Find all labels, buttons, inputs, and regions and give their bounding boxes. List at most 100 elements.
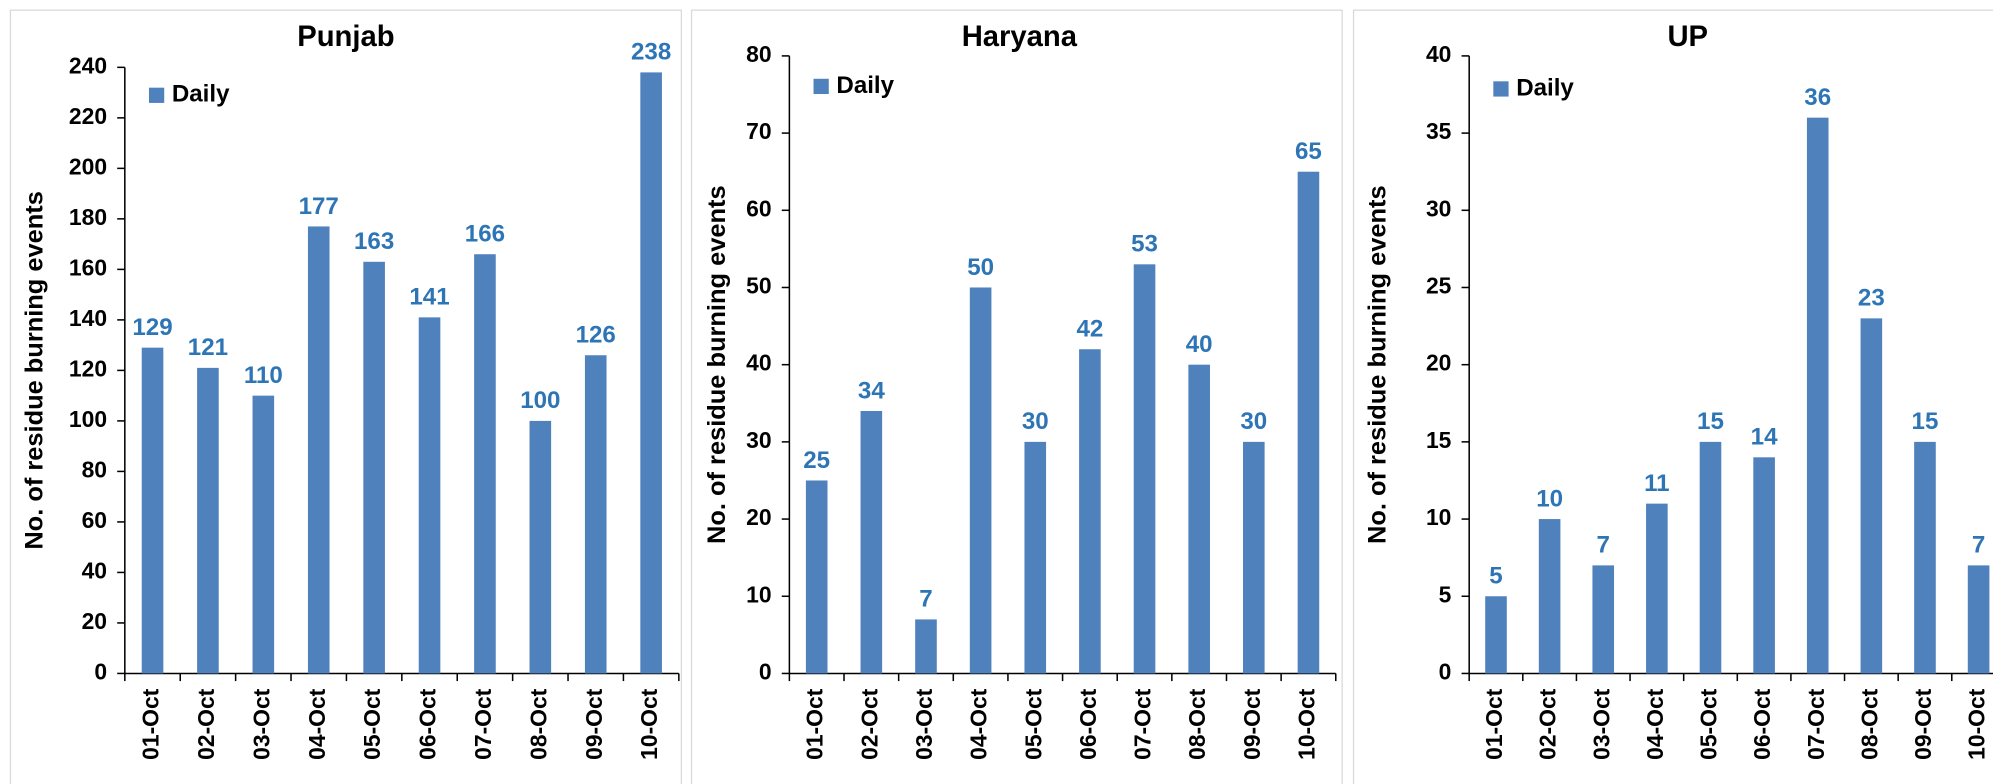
y-tick-label: 40: [1426, 41, 1451, 67]
y-tick-label: 0: [759, 658, 772, 684]
x-tick-label: 02-Oct: [1535, 688, 1561, 760]
legend-swatch: [813, 78, 829, 95]
y-tick-label: 0: [1439, 658, 1452, 684]
y-tick-label: 20: [1426, 350, 1451, 376]
data-label: 166: [465, 221, 505, 248]
data-label: 7: [919, 586, 932, 613]
chart-title: Haryana: [962, 21, 1078, 53]
data-label: 15: [1697, 408, 1724, 435]
data-label: 34: [858, 377, 885, 404]
data-label: 141: [409, 284, 449, 311]
data-label: 23: [1858, 285, 1885, 312]
x-tick-label: 08-Oct: [1184, 688, 1210, 760]
data-label: 163: [354, 228, 394, 255]
legend-label: Daily: [836, 72, 894, 99]
y-tick-label: 20: [746, 504, 771, 530]
bar: [1133, 264, 1156, 674]
data-label: 53: [1131, 231, 1158, 258]
data-label: 129: [132, 314, 172, 341]
bar: [969, 287, 992, 674]
y-tick-label: 15: [1426, 427, 1452, 453]
y-tick-label: 100: [69, 406, 107, 432]
bar: [584, 355, 607, 674]
x-tick-label: 06-Oct: [415, 688, 441, 760]
data-label: 7: [1597, 532, 1610, 559]
x-tick-label: 07-Oct: [470, 688, 496, 760]
y-tick-label: 10: [746, 581, 771, 607]
y-tick-label: 140: [69, 305, 107, 331]
y-tick-label: 240: [69, 52, 107, 78]
bar: [860, 410, 883, 674]
y-tick-label: 80: [82, 456, 107, 482]
bar: [1079, 349, 1101, 674]
y-tick-label: 50: [746, 273, 771, 299]
data-label: 10: [1536, 485, 1563, 512]
data-label: 100: [520, 387, 560, 414]
y-tick-label: 30: [1426, 195, 1451, 221]
data-label: 110: [244, 362, 283, 389]
bar: [1485, 596, 1507, 674]
bar: [640, 72, 662, 674]
x-tick-label: 03-Oct: [1588, 688, 1614, 760]
data-label: 177: [299, 193, 339, 220]
x-tick-label: 06-Oct: [1075, 688, 1101, 760]
data-label: 25: [803, 447, 830, 474]
panel-border: [1352, 9, 1993, 784]
data-label: 5: [1489, 563, 1502, 590]
data-label: 40: [1186, 331, 1213, 358]
bar: [1188, 364, 1210, 674]
x-tick-label: 04-Oct: [1642, 688, 1668, 760]
y-tick-label: 30: [746, 427, 771, 453]
y-axis-label: No. of residue burning events: [21, 191, 49, 550]
bar: [1967, 565, 1990, 674]
bar: [1914, 441, 1936, 674]
bar: [252, 395, 275, 674]
chart-title: Punjab: [297, 21, 394, 53]
bar: [529, 420, 552, 674]
bar: [1753, 457, 1775, 674]
data-label: 7: [1972, 532, 1985, 559]
bar: [1538, 519, 1561, 674]
x-tick-label: 01-Oct: [138, 688, 164, 760]
data-label: 15: [1912, 408, 1939, 435]
data-label: 121: [188, 334, 228, 361]
x-tick-label: 07-Oct: [1803, 688, 1829, 760]
bar: [1243, 441, 1265, 674]
bar: [1297, 171, 1320, 674]
data-label: 14: [1751, 424, 1778, 451]
data-label: 65: [1295, 138, 1322, 165]
x-tick-label: 01-Oct: [802, 688, 828, 760]
panel-border: [9, 9, 683, 784]
y-tick-label: 35: [1426, 118, 1452, 144]
y-tick-label: 60: [746, 195, 771, 221]
bar: [197, 367, 219, 674]
y-tick-label: 80: [746, 41, 771, 67]
y-tick-label: 70: [746, 118, 771, 144]
x-tick-label: 09-Oct: [581, 688, 607, 760]
bar: [1024, 441, 1047, 674]
x-tick-label: 05-Oct: [1020, 688, 1046, 760]
data-label: 42: [1076, 316, 1103, 343]
data-label: 238: [631, 39, 671, 66]
x-tick-label: 08-Oct: [1856, 688, 1882, 760]
bar: [805, 480, 828, 674]
y-tick-label: 160: [69, 254, 107, 280]
y-tick-label: 180: [69, 204, 107, 230]
bar: [1860, 318, 1883, 674]
data-label: 126: [576, 322, 616, 349]
y-tick-label: 220: [69, 103, 107, 129]
x-tick-label: 03-Oct: [248, 688, 274, 760]
data-label: 36: [1804, 84, 1831, 111]
bar: [1699, 441, 1722, 674]
bar: [363, 261, 385, 674]
x-tick-label: 04-Oct: [966, 688, 992, 760]
x-tick-label: 01-Oct: [1481, 688, 1507, 760]
data-label: 30: [1240, 408, 1267, 435]
bar: [915, 619, 937, 674]
x-tick-label: 05-Oct: [359, 688, 385, 760]
legend-swatch: [1493, 81, 1509, 97]
y-tick-label: 60: [82, 507, 107, 533]
chart-title: UP: [1667, 21, 1708, 53]
x-tick-label: 02-Oct: [856, 688, 882, 760]
y-axis-label: No. of residue burning events: [1364, 185, 1392, 544]
